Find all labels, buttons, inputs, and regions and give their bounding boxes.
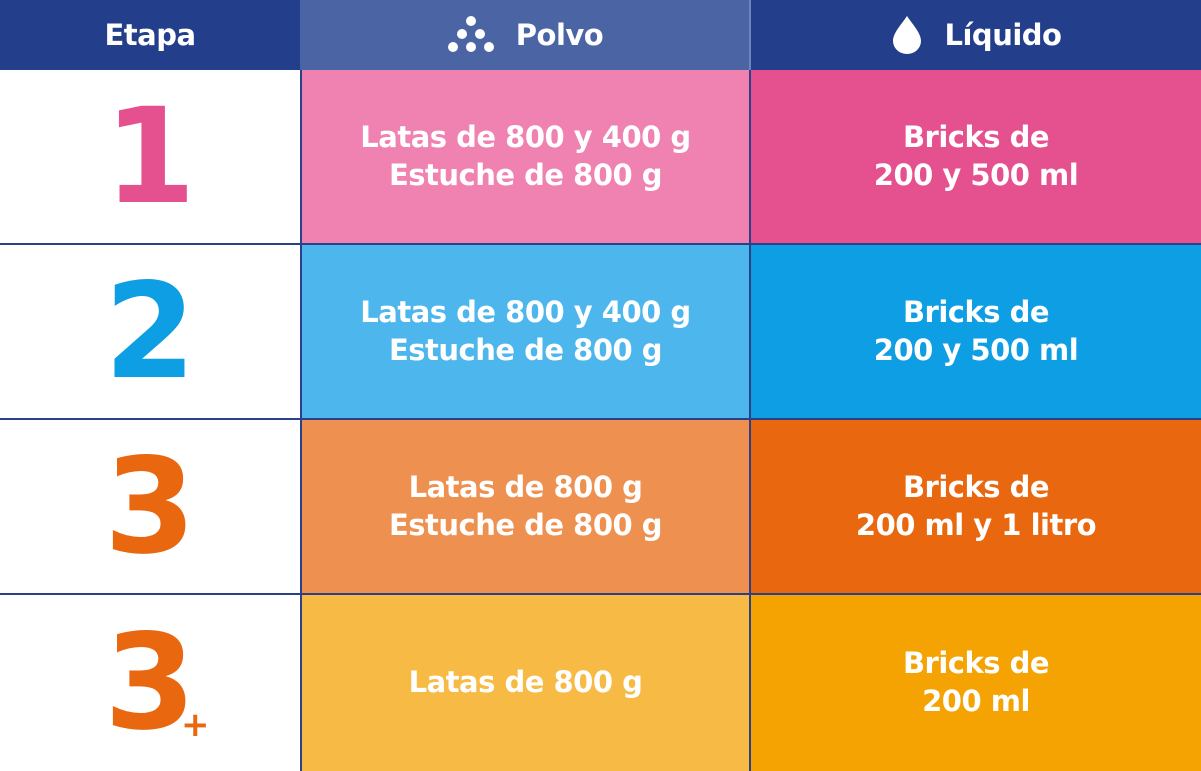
polvo-line: Estuche de 800 g: [388, 332, 663, 367]
liquido-line: 200 y 500 ml: [873, 332, 1079, 367]
liquido-line: Bricks de: [902, 119, 1050, 154]
header-polvo-label: Polvo: [515, 18, 604, 52]
stage-cell-1: 1: [0, 70, 302, 245]
polvo-cell-2: Latas de 800 y 400 g Estuche de 800 g: [302, 245, 751, 420]
polvo-line: Latas de 800 y 400 g: [360, 119, 691, 154]
liquido-cell-4: Bricks de 200 ml: [751, 595, 1201, 771]
header-liquido: Líquido: [751, 0, 1201, 70]
stage-plus-sign: +: [181, 705, 210, 745]
liquido-cell-1: Bricks de 200 y 500 ml: [751, 70, 1201, 245]
polvo-line: Latas de 800 g: [408, 665, 643, 700]
stage-cell-3-plus: 3 +: [0, 595, 302, 771]
polvo-line: Latas de 800 y 400 g: [360, 294, 691, 329]
stage-number: 3: [104, 429, 196, 584]
polvo-cell-3: Latas de 800 g Estuche de 800 g: [302, 420, 751, 595]
liquido-line: Bricks de: [902, 294, 1050, 329]
stage-cell-2: 2: [0, 245, 302, 420]
header-polvo: Polvo: [302, 0, 751, 70]
liquido-line: 200 y 500 ml: [873, 157, 1079, 192]
stage-number: 2: [104, 254, 196, 409]
liquido-cell-3: Bricks de 200 ml y 1 litro: [751, 420, 1201, 595]
polvo-cell-1: Latas de 800 y 400 g Estuche de 800 g: [302, 70, 751, 245]
liquido-cell-2: Bricks de 200 y 500 ml: [751, 245, 1201, 420]
liquido-line: Bricks de: [902, 469, 1050, 504]
header-etapa-label: Etapa: [104, 18, 196, 52]
header-liquido-label: Líquido: [944, 18, 1062, 52]
polvo-line: Estuche de 800 g: [388, 507, 663, 542]
stage-cell-3: 3: [0, 420, 302, 595]
stage-number: 1: [104, 79, 196, 234]
polvo-cell-4: Latas de 800 g: [302, 595, 751, 771]
header-etapa: Etapa: [0, 0, 302, 70]
polvo-line: Estuche de 800 g: [388, 157, 663, 192]
liquido-line: Bricks de: [902, 646, 1050, 681]
stage-number: 3: [104, 606, 196, 760]
liquido-line: 200 ml: [922, 684, 1030, 718]
drop-icon: [891, 15, 923, 55]
polvo-line: Latas de 800 g: [408, 469, 643, 504]
powder-dots-icon: [447, 15, 494, 55]
liquido-line: 200 ml y 1 litro: [855, 507, 1097, 542]
